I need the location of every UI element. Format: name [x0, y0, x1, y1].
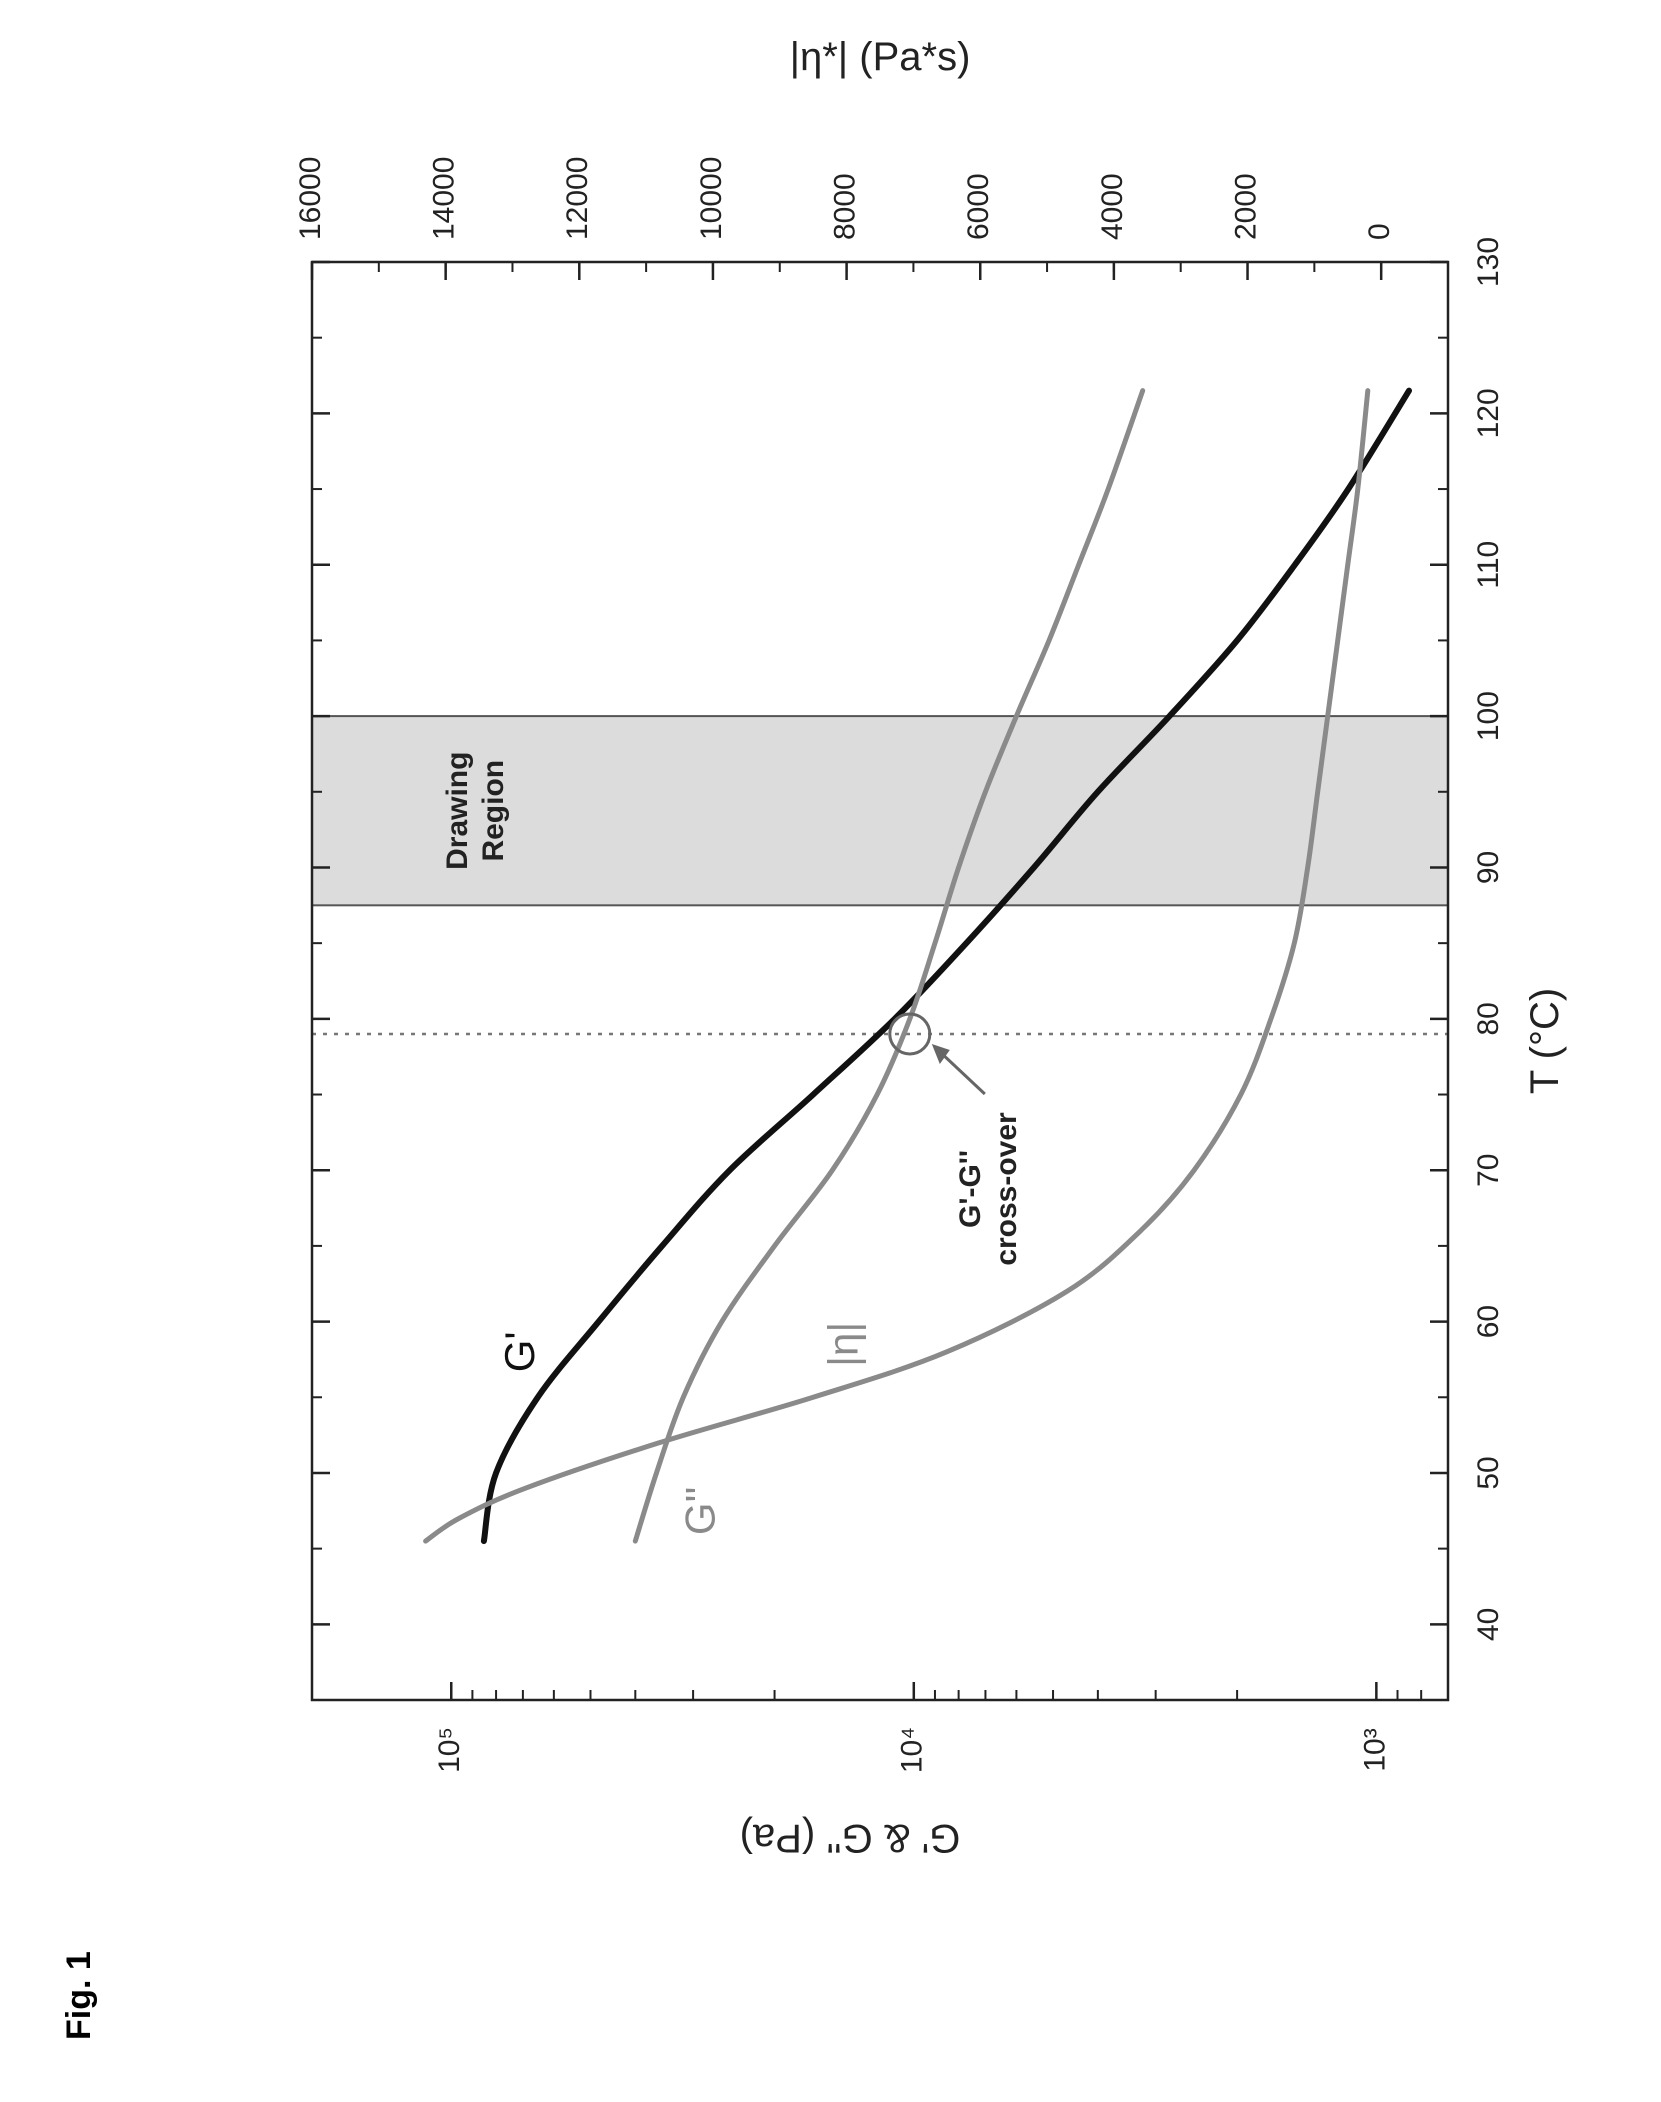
- x-tick-label: 50: [1472, 1456, 1505, 1489]
- x-tick-label: 80: [1472, 1002, 1505, 1035]
- x-tick-label: 40: [1472, 1608, 1505, 1641]
- crossover-arrow-head: [932, 1044, 950, 1064]
- plot-frame: [312, 262, 1448, 1700]
- y-right-tick-label: 14000: [428, 157, 461, 240]
- y-right-tick-label: 10000: [695, 157, 728, 240]
- y-right-tick-label: 8000: [829, 173, 862, 240]
- x-tick-label: 70: [1472, 1154, 1505, 1187]
- crossover-label: G'-G''cross-over: [954, 1112, 1023, 1266]
- x-tick-label: 60: [1472, 1305, 1505, 1338]
- series-label: G': [496, 1332, 543, 1373]
- y-right-tick-label: 2000: [1229, 173, 1262, 240]
- y-right-tick-label: 12000: [561, 157, 594, 240]
- y-right-tick-label: 0: [1363, 223, 1396, 240]
- x-tick-label: 130: [1472, 237, 1505, 287]
- x-tick-label: 110: [1472, 541, 1505, 589]
- y-right-tick-label: 16000: [294, 157, 327, 240]
- x-tick-label: 100: [1472, 691, 1505, 741]
- x-tick-label: 120: [1472, 388, 1505, 438]
- y-right-tick-label: 4000: [1096, 173, 1129, 240]
- series-label: G'': [676, 1486, 723, 1535]
- x-axis-label: T (°C): [1523, 988, 1567, 1094]
- y-left-tick-label: 10³: [1358, 1728, 1391, 1771]
- g-prime-curve: [484, 391, 1409, 1541]
- series-label: |η|: [819, 1322, 866, 1367]
- y-left-tick-label: 10⁵: [433, 1727, 466, 1773]
- y-left-axis-label: G' & G'' (Pa): [740, 1816, 961, 1860]
- figure-label: Fig. 1: [60, 1951, 99, 2040]
- y-right-axis-label: |η*| (Pa*s): [790, 35, 971, 79]
- eta-curve: [426, 391, 1368, 1541]
- y-right-tick-label: 6000: [962, 173, 995, 240]
- x-tick-label: 90: [1472, 851, 1505, 884]
- y-left-tick-label: 10⁴: [896, 1727, 929, 1773]
- g-double-prime-curve: [635, 391, 1142, 1541]
